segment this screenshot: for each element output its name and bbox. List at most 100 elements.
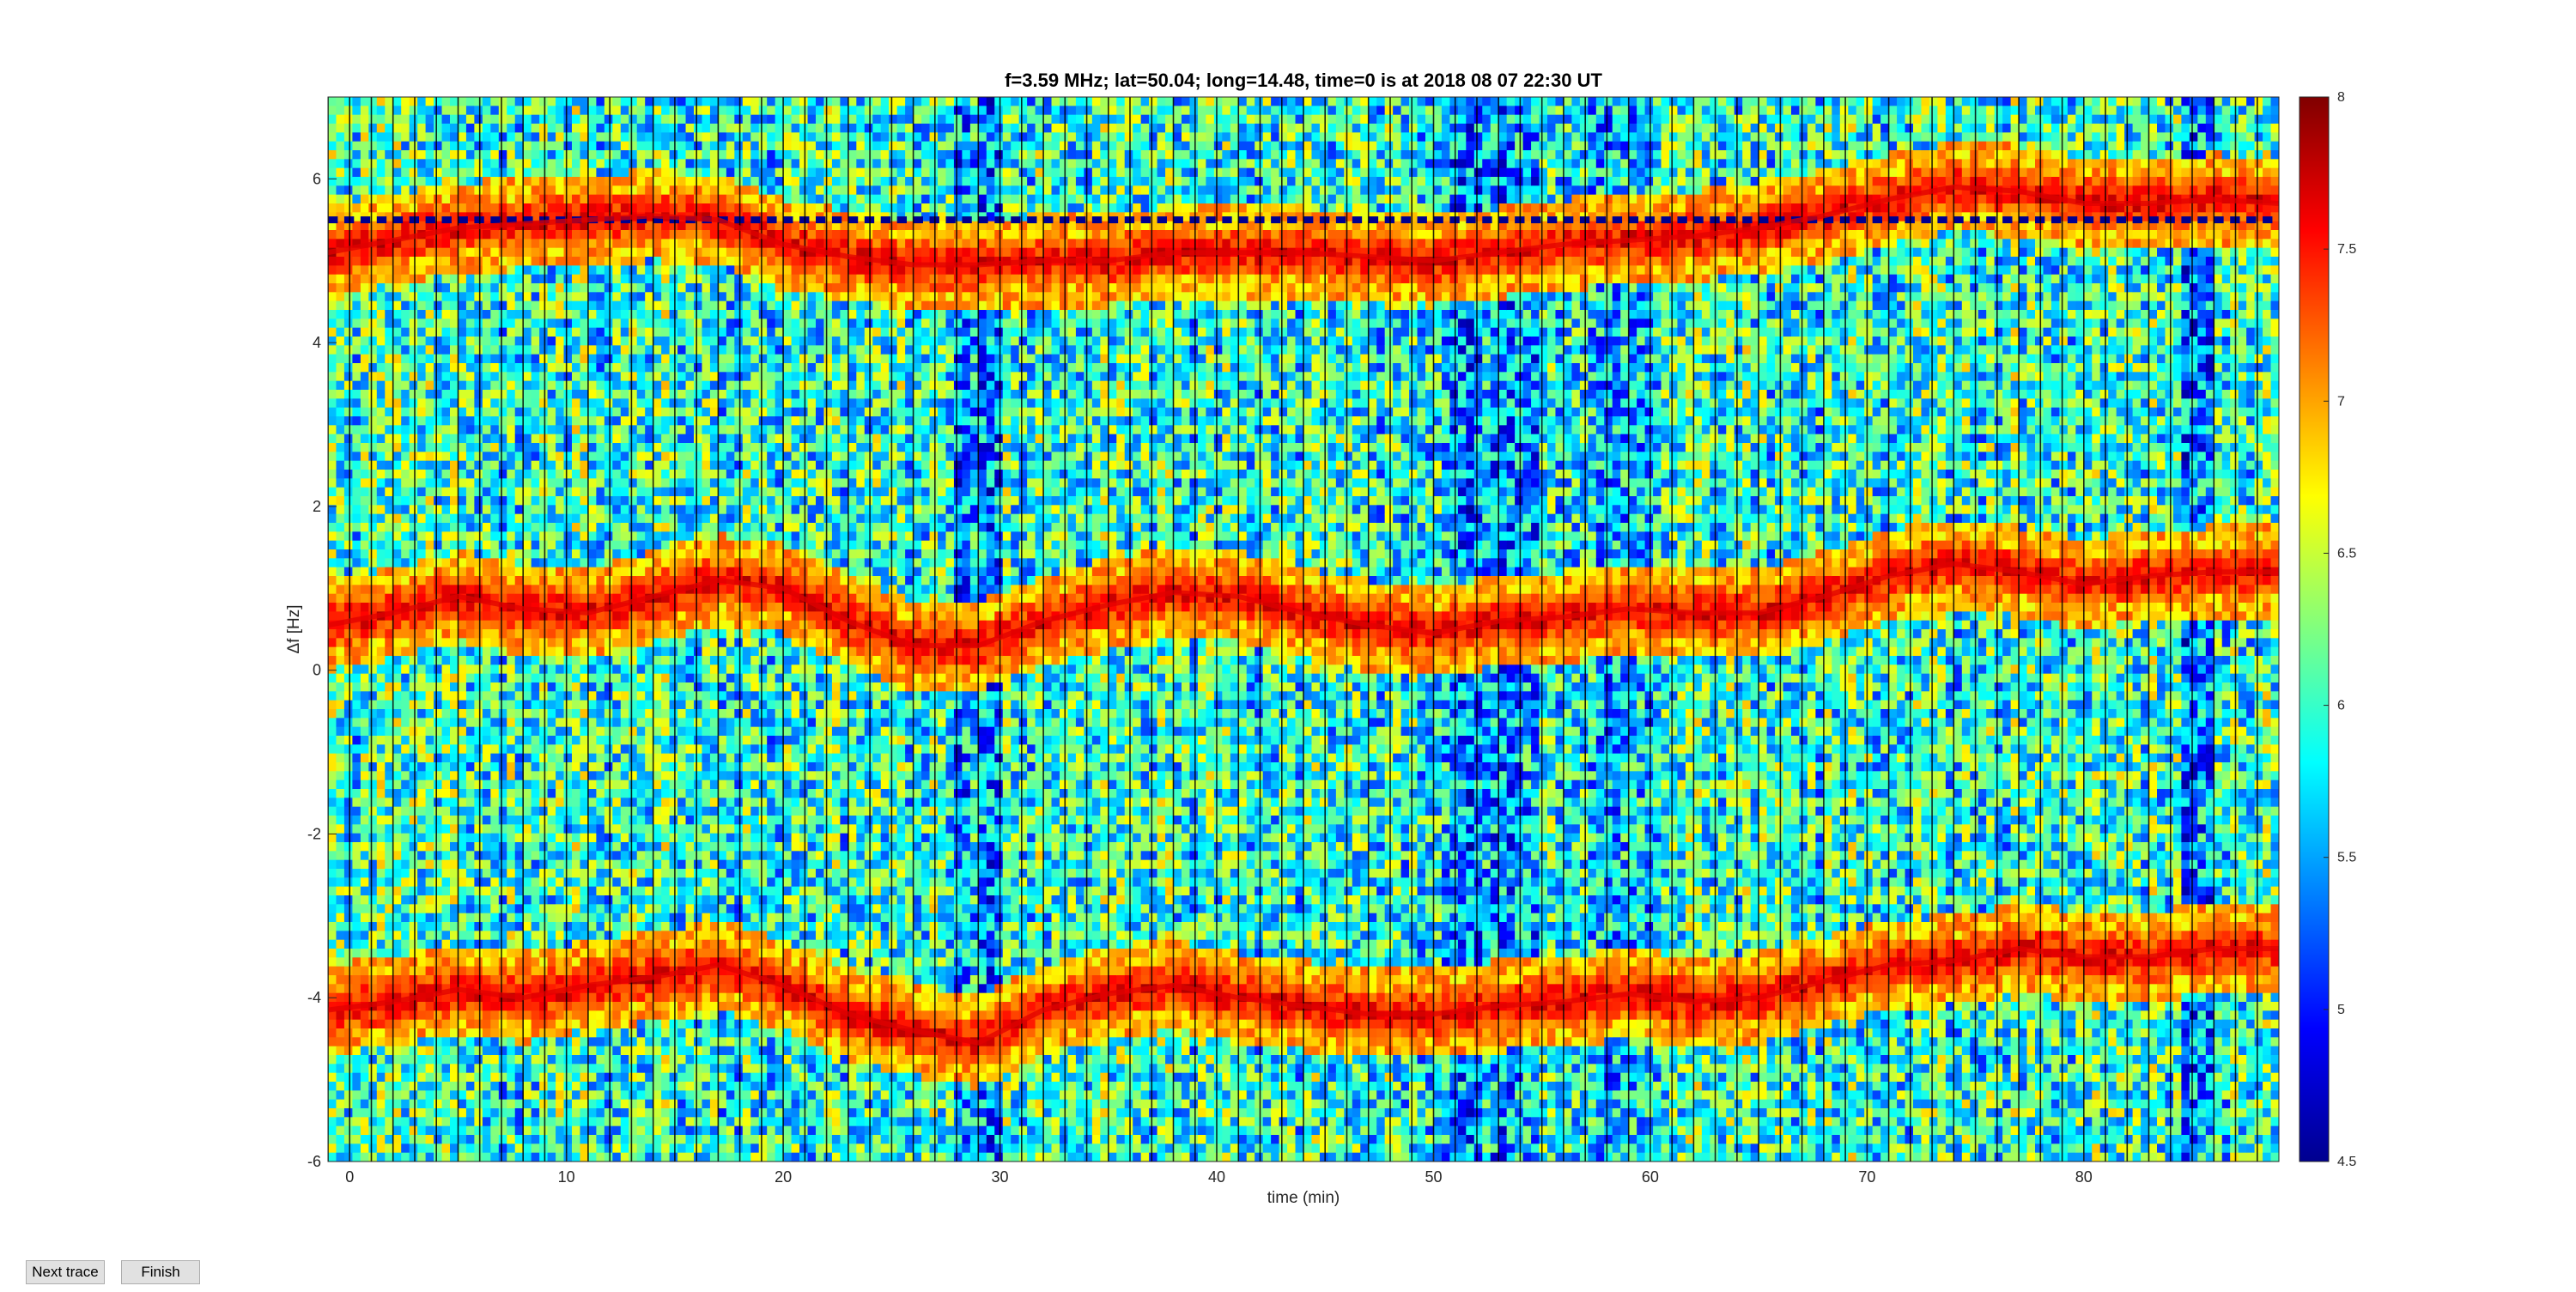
heatmap-cell bbox=[401, 195, 410, 204]
heatmap-cell bbox=[483, 638, 491, 647]
heatmap-cell bbox=[580, 807, 588, 816]
heatmap-cell bbox=[483, 922, 491, 931]
heatmap-cell bbox=[410, 957, 418, 967]
heatmap-cell bbox=[417, 913, 426, 923]
heatmap-cell bbox=[361, 230, 369, 240]
heatmap-cell bbox=[474, 895, 483, 905]
heatmap-cell bbox=[605, 531, 613, 541]
heatmap-cell bbox=[507, 967, 515, 976]
heatmap-cell bbox=[410, 780, 418, 790]
heatmap-cell bbox=[499, 106, 507, 115]
heatmap-cell bbox=[490, 1064, 499, 1073]
heatmap-cell bbox=[588, 1020, 597, 1029]
heatmap-cell bbox=[653, 328, 662, 337]
heatmap-cell bbox=[401, 1028, 410, 1038]
heatmap-cell bbox=[645, 682, 653, 692]
heatmap-cell bbox=[426, 913, 434, 923]
heatmap-cell bbox=[426, 949, 434, 958]
heatmap-cell bbox=[580, 1073, 588, 1083]
heatmap-cell bbox=[645, 701, 653, 710]
heatmap-cell bbox=[645, 1117, 653, 1126]
heatmap-cell bbox=[368, 168, 377, 178]
heatmap-cell bbox=[661, 470, 670, 479]
heatmap-cell bbox=[344, 798, 353, 807]
heatmap-cell bbox=[548, 434, 556, 444]
heatmap-cell bbox=[621, 1028, 629, 1038]
heatmap-cell bbox=[612, 124, 621, 133]
heatmap-cell bbox=[377, 887, 386, 896]
heatmap-cell bbox=[393, 709, 402, 719]
heatmap-cell bbox=[532, 869, 540, 878]
heatmap-cell bbox=[605, 789, 613, 798]
heatmap-cell bbox=[490, 1100, 499, 1109]
heatmap-cell bbox=[661, 283, 670, 293]
heatmap-cell bbox=[539, 567, 548, 577]
heatmap-cell bbox=[564, 142, 573, 151]
heatmap-cell bbox=[442, 265, 451, 275]
heatmap-cell bbox=[629, 1073, 637, 1083]
heatmap-cell bbox=[368, 185, 377, 195]
heatmap-cell bbox=[442, 425, 451, 434]
heatmap-cell bbox=[645, 647, 653, 657]
heatmap-cell bbox=[361, 115, 369, 124]
heatmap-cell bbox=[410, 1143, 418, 1153]
heatmap-cell bbox=[474, 372, 483, 381]
heatmap-cell bbox=[605, 682, 613, 692]
heatmap-cell bbox=[548, 496, 556, 506]
heatmap-cell bbox=[605, 1073, 613, 1083]
heatmap-cell bbox=[474, 957, 483, 967]
heatmap-cell bbox=[556, 203, 564, 213]
heatmap-cell bbox=[515, 363, 524, 373]
heatmap-cell bbox=[328, 452, 337, 461]
heatmap-cell bbox=[556, 195, 564, 204]
heatmap-cell bbox=[653, 1073, 662, 1083]
heatmap-cell bbox=[621, 132, 629, 142]
heatmap-cell bbox=[483, 771, 491, 780]
heatmap-cell bbox=[539, 505, 548, 514]
heatmap-cell bbox=[523, 860, 532, 870]
heatmap-cell bbox=[532, 931, 540, 940]
heatmap-cell bbox=[572, 1126, 580, 1136]
heatmap-cell bbox=[361, 531, 369, 541]
heatmap-cell bbox=[393, 337, 402, 346]
heatmap-cell bbox=[605, 656, 613, 665]
heatmap-cell bbox=[328, 478, 337, 488]
heatmap-cell bbox=[442, 1117, 451, 1126]
heatmap-cell bbox=[661, 603, 670, 612]
heatmap-cell bbox=[629, 398, 637, 408]
heatmap-cell bbox=[368, 727, 377, 737]
heatmap-cell bbox=[352, 736, 361, 745]
heatmap-cell bbox=[417, 97, 426, 106]
heatmap-cell bbox=[605, 771, 613, 780]
heatmap-cell bbox=[385, 390, 393, 399]
heatmap-cell bbox=[621, 150, 629, 160]
heatmap-cell bbox=[605, 860, 613, 870]
heatmap-cell bbox=[580, 709, 588, 719]
heatmap-cell bbox=[385, 691, 393, 701]
heatmap-cell bbox=[596, 913, 605, 923]
heatmap-cell bbox=[352, 461, 361, 470]
heatmap-cell bbox=[328, 470, 337, 479]
heatmap-cell bbox=[490, 664, 499, 674]
heatmap-cell bbox=[596, 1108, 605, 1118]
heatmap-cell bbox=[450, 1090, 459, 1100]
heatmap-cell bbox=[426, 478, 434, 488]
heatmap-cell bbox=[410, 656, 418, 665]
heatmap-cell bbox=[499, 514, 507, 524]
heatmap-cell bbox=[548, 1002, 556, 1011]
heatmap-cell bbox=[336, 478, 344, 488]
heatmap-cell bbox=[361, 621, 369, 630]
heatmap-cell bbox=[426, 718, 434, 727]
heatmap-cell bbox=[483, 1055, 491, 1065]
heatmap-cell bbox=[572, 106, 580, 115]
heatmap-cell bbox=[572, 150, 580, 160]
heatmap-cell bbox=[645, 798, 653, 807]
heatmap-cell bbox=[393, 398, 402, 408]
heatmap-cell bbox=[572, 1028, 580, 1038]
heatmap-cell bbox=[661, 310, 670, 319]
heatmap-cell bbox=[344, 1153, 353, 1162]
heatmap-cell bbox=[361, 585, 369, 594]
heatmap-cell bbox=[572, 97, 580, 106]
heatmap-cell bbox=[637, 585, 646, 594]
heatmap-cell bbox=[336, 275, 344, 284]
